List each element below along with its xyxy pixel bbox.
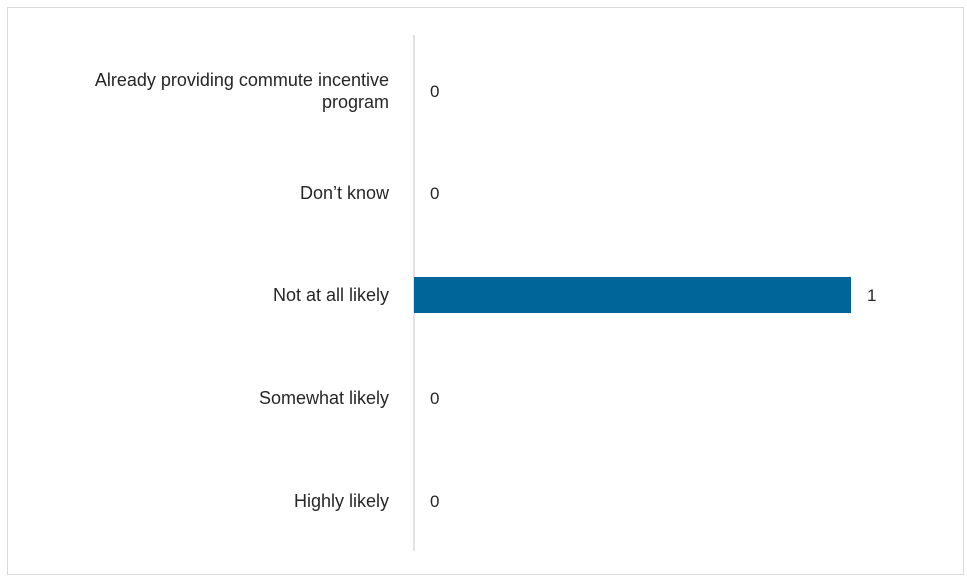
category-label: Somewhat likely <box>259 388 389 408</box>
category-label: Not at all likely <box>273 285 389 305</box>
data-label: 0 <box>430 389 439 408</box>
bar <box>414 277 851 313</box>
chart-frame: Already providing commute incentive progr… <box>7 7 964 575</box>
category-label: Already providing commute incentive progr… <box>95 70 389 112</box>
data-label: 0 <box>430 82 439 101</box>
category-label: Don’t know <box>300 183 390 203</box>
category-label: Highly likely <box>294 491 389 511</box>
data-label: 0 <box>430 492 439 511</box>
bar-chart: Already providing commute incentive progr… <box>95 35 876 551</box>
data-label: 1 <box>867 286 876 305</box>
data-label: 0 <box>430 184 439 203</box>
